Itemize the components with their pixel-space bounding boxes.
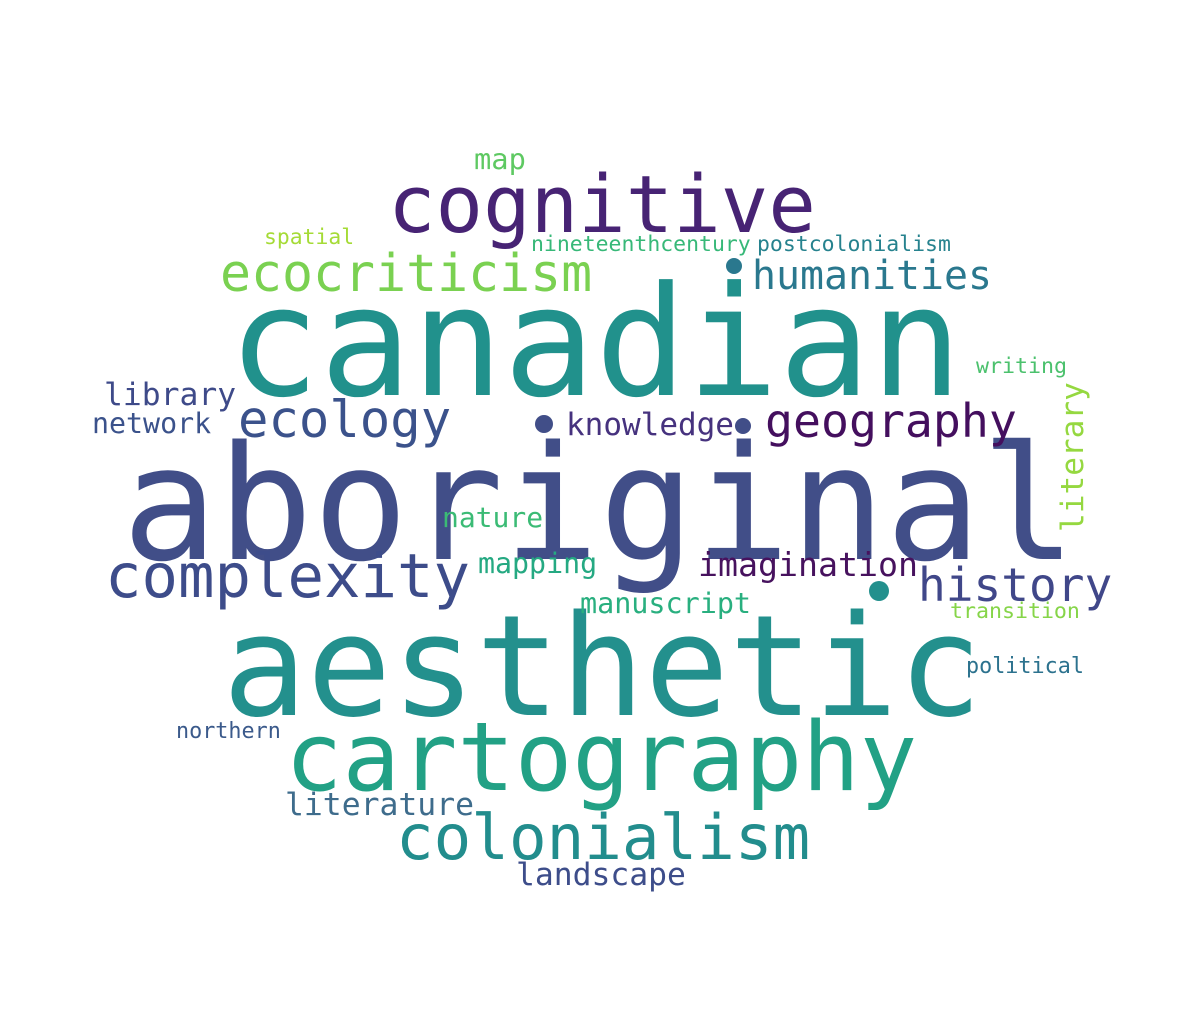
word-nature: nature: [442, 501, 544, 534]
word-northern: northern: [176, 719, 281, 744]
word-postcolonialism: postcolonialism: [757, 231, 951, 257]
word-network: network: [92, 407, 212, 440]
decorative-dot: [869, 581, 889, 601]
word-spatial: spatial: [264, 224, 355, 250]
word-nineteenthcentury: nineteenthcentury: [531, 231, 751, 257]
word-ecocriticism: ecocriticism: [220, 243, 593, 304]
word-cartography: cartography: [285, 701, 918, 813]
word-aboriginal: aboriginal: [122, 412, 1077, 597]
decorative-dot: [726, 258, 742, 274]
word-writing: writing: [976, 354, 1068, 379]
word-map: map: [474, 141, 526, 176]
word-literature: literature: [285, 787, 474, 823]
decorative-dot: [535, 415, 553, 433]
word-cognitive: cognitive: [388, 159, 816, 251]
word-aesthetic: aesthetic: [222, 585, 983, 749]
word-complexity: complexity: [105, 541, 470, 612]
word-political: political: [966, 654, 1084, 679]
decorative-dot: [735, 418, 751, 434]
word-literary: literary: [1054, 382, 1091, 532]
word-transition: transition: [950, 599, 1080, 624]
word-geography: geography: [765, 394, 1017, 448]
word-humanities: humanities: [752, 253, 992, 299]
word-manuscript: manuscript: [580, 587, 752, 620]
word-canadian: canadian: [228, 253, 963, 431]
word-ecology: ecology: [238, 389, 452, 449]
word-colonialism: colonialism: [396, 800, 811, 874]
word-knowledge: knowledge: [566, 407, 734, 443]
word-landscape: landscape: [516, 857, 686, 893]
word-mapping: mapping: [478, 547, 598, 580]
word-history: history: [918, 558, 1113, 612]
word-library: library: [104, 377, 237, 413]
word-imagination: imagination: [698, 544, 918, 584]
